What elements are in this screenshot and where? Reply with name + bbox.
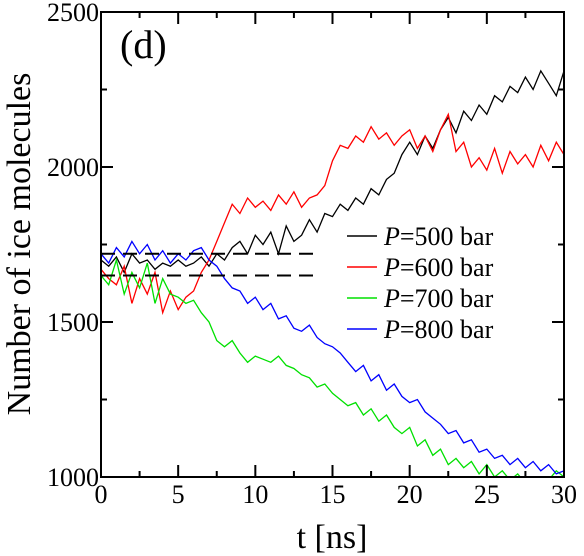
legend-label-rest: =600 bar	[400, 253, 494, 282]
x-tick-label: 15	[320, 480, 346, 509]
y-tick-label: 2500	[47, 0, 99, 27]
x-tick-label: 5	[172, 480, 185, 509]
legend-label-rest: =500 bar	[400, 222, 494, 251]
y-tick-label: 1000	[47, 463, 99, 492]
y-axis-title: Number of ice molecules	[1, 73, 38, 416]
y-tick-label: 1500	[47, 308, 99, 337]
plot-frame	[100, 11, 565, 478]
series-line-1	[101, 69, 564, 274]
reference-lines	[101, 252, 318, 277]
legend-label-italic: P	[383, 253, 400, 282]
series-line-3	[101, 257, 564, 477]
legend-label-italic: P	[383, 315, 400, 344]
x-tick-label: 25	[474, 480, 500, 509]
axis-ticks: 0 5 10 15 20 25 30 1000 1500 2000 2500	[47, 0, 577, 509]
panel-label: (d)	[120, 22, 167, 67]
legend-label-rest: =700 bar	[400, 284, 494, 313]
series-line-2	[101, 112, 564, 316]
legend-label-2: P=600 bar	[383, 253, 494, 282]
x-axis-title: t [ns]	[297, 519, 368, 556]
legend-label-italic: P	[383, 284, 400, 313]
x-tick-label: 30	[551, 480, 577, 509]
x-tick-label: 20	[397, 480, 423, 509]
series-layer	[101, 69, 564, 477]
x-tick-label: 10	[242, 480, 268, 509]
legend-label-rest: =800 bar	[400, 315, 494, 344]
legend-label-3: P=700 bar	[383, 284, 494, 313]
legend-label-1: P=500 bar	[383, 222, 494, 251]
legend-label-4: P=800 bar	[383, 315, 494, 344]
x-tick-label: 0	[95, 480, 108, 509]
y-tick-label: 2000	[47, 153, 99, 182]
legend-label-italic: P	[383, 222, 400, 251]
